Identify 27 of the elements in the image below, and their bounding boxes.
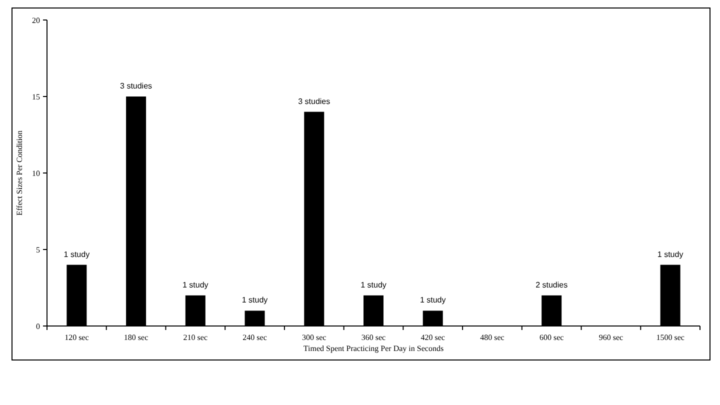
y-tick-label: 10	[32, 168, 40, 178]
annotation: 3 studies	[120, 82, 152, 90]
x-axis-title: Timed Spent Practicing Per Day in Seconds	[303, 344, 444, 353]
x-tick-label: 420 sec	[420, 333, 446, 342]
x-tick-label: 600 sec	[539, 333, 564, 342]
annotation: 1 study	[420, 296, 446, 305]
annotation: 1 study	[242, 296, 268, 305]
x-tick-label: 360 sec	[361, 333, 386, 342]
x-tick-label: 210 sec	[183, 333, 208, 342]
annotation: 1 study	[182, 280, 208, 290]
x-tick-label: 120 sec	[64, 333, 90, 342]
annotation: 2 studies	[536, 280, 568, 290]
annotation: 1 study	[64, 250, 90, 259]
annotation: 1 study	[657, 250, 684, 259]
x-tick-label: 180 sec	[124, 333, 149, 342]
annotation: 3 studies	[298, 96, 330, 106]
y-axis-title: Effect Sizes Per Condition	[15, 130, 24, 216]
y-tick-label: 15	[32, 92, 40, 102]
y-tick-label: 0	[36, 322, 40, 331]
y-tick-label: 5	[36, 245, 40, 254]
y-tick-label: 20	[32, 16, 40, 25]
x-tick-label: 1500 sec	[656, 333, 685, 342]
x-tick-label: 480 sec	[480, 333, 505, 342]
x-tick-label: 240 sec	[242, 333, 268, 342]
x-tick-label: 300 sec	[302, 333, 327, 342]
x-tick-label: 960 sec	[598, 333, 624, 342]
annotation: 1 study	[360, 280, 386, 290]
